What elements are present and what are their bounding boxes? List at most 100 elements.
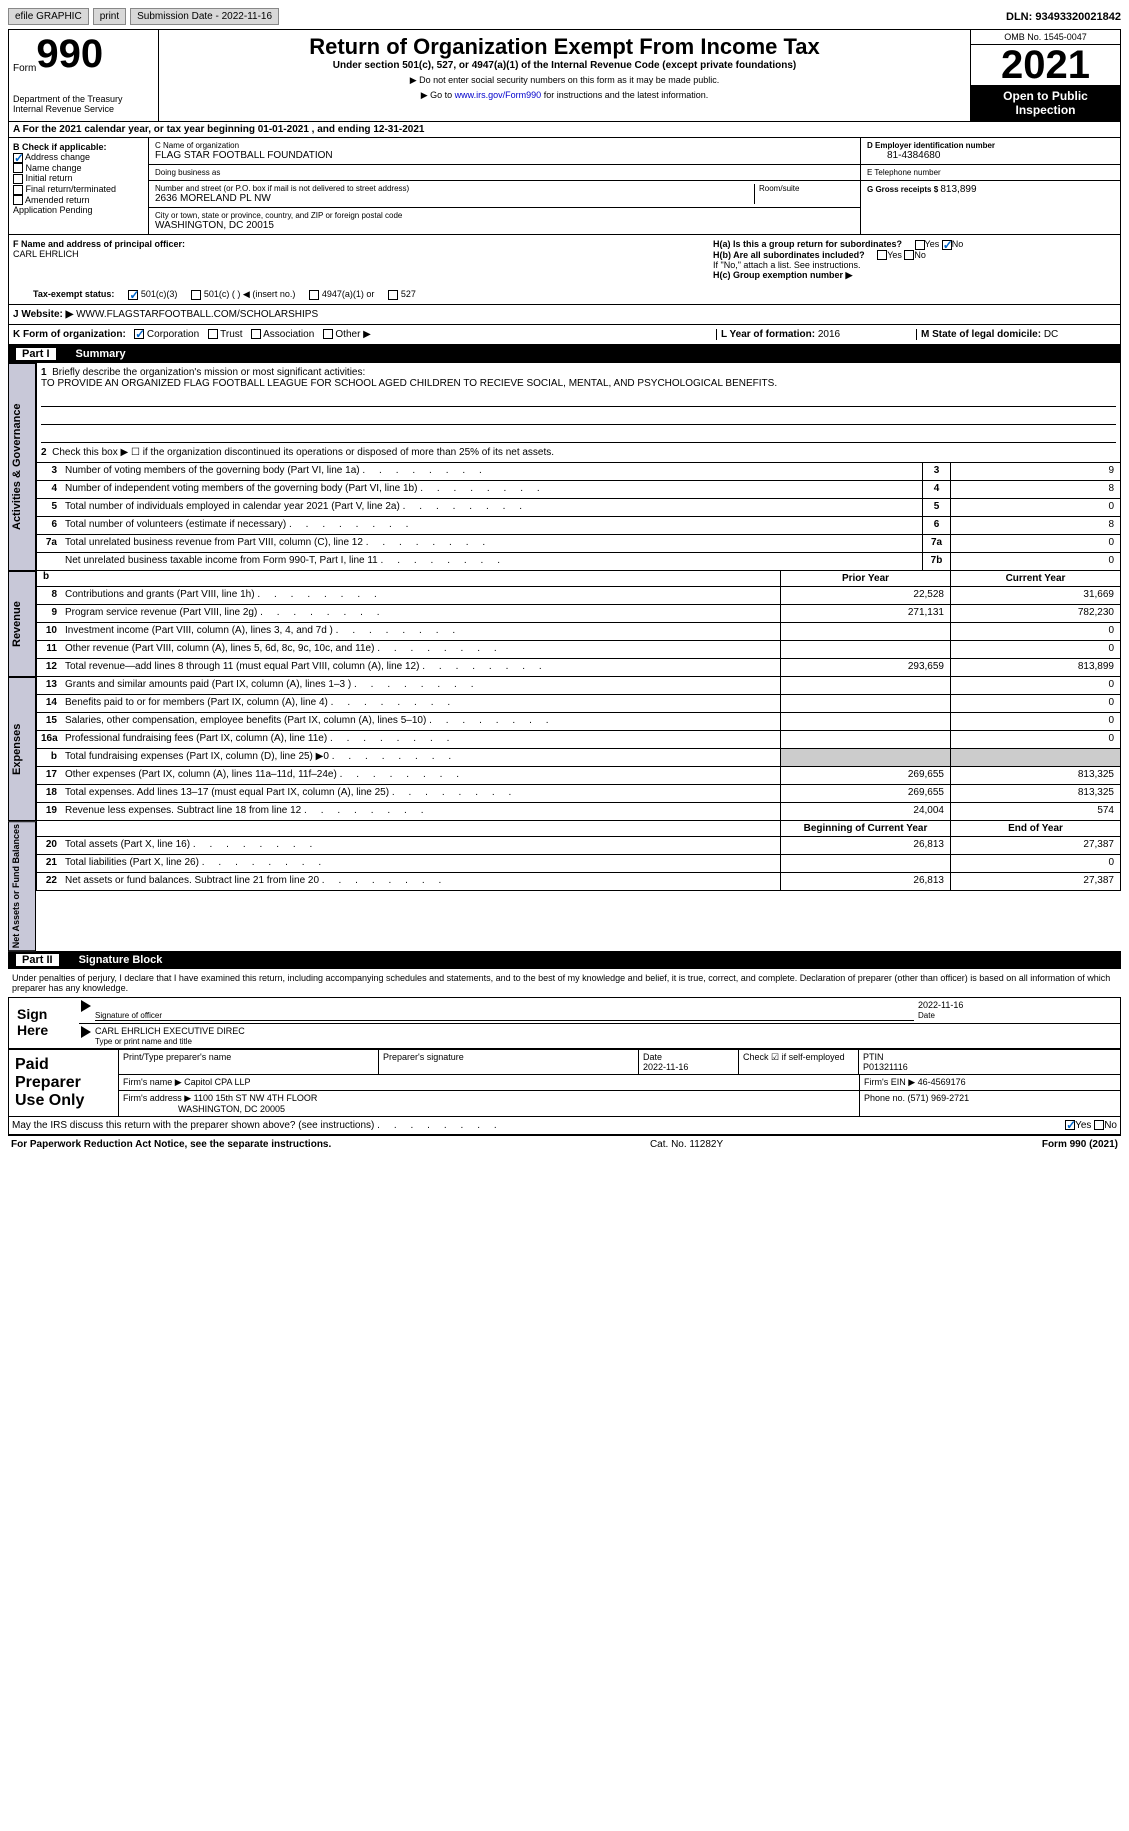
footer-catno: Cat. No. 11282Y [650,1139,723,1150]
table-row: 5Total number of individuals employed in… [36,499,1121,517]
chk-initial-return[interactable] [13,174,23,184]
part-2-header: Part II Signature Block [8,951,1121,969]
print-button[interactable]: print [93,8,126,25]
table-row: 20Total assets (Part X, line 16)26,81327… [36,837,1121,855]
firm-ein: 46-4569176 [918,1077,966,1087]
self-employed-chk[interactable]: Check ☑ if self-employed [743,1052,845,1062]
firm-addr2: WASHINGTON, DC 20005 [178,1104,285,1114]
sig-officer-label: Signature of officer [95,1011,162,1020]
header-title: Return of Organization Exempt From Incom… [159,30,970,121]
table-row: 15Salaries, other compensation, employee… [36,713,1121,731]
form-number: 990 [36,34,103,74]
side-revenue: Revenue [8,571,36,677]
chk-corp[interactable] [134,329,144,339]
chk-may-no[interactable] [1094,1120,1104,1130]
table-row: Net unrelated business taxable income fr… [36,553,1121,571]
room-label: Room/suite [759,184,854,193]
col-f: F Name and address of principal officer:… [9,235,709,304]
chk-assoc[interactable] [251,329,261,339]
side-net-assets: Net Assets or Fund Balances [8,821,36,951]
city-label: City or town, state or province, country… [155,211,854,220]
table-row: 12Total revenue—add lines 8 through 11 (… [36,659,1121,677]
sign-here: Sign Here [9,998,79,1048]
footer-form: Form 990 (2021) [1042,1139,1118,1150]
org-name: FLAG STAR FOOTBALL FOUNDATION [155,150,854,161]
chk-501c[interactable] [191,290,201,300]
sig-date: 2022-11-16 [918,1000,963,1010]
mission-text: TO PROVIDE AN ORGANIZED FLAG FOOTBALL LE… [41,378,777,389]
chk-527[interactable] [388,290,398,300]
col-c: C Name of organization FLAG STAR FOOTBAL… [149,138,860,234]
header-right: OMB No. 1545-0047 2021 Open to Public In… [970,30,1120,121]
form-word: Form [13,63,36,74]
dept-treasury: Department of the Treasury [13,94,154,104]
efile-button[interactable]: efile GRAPHIC [8,8,89,25]
dba-label: Doing business as [155,168,854,177]
part-1-header: Part I Summary [8,345,1121,363]
table-row: 6Total number of volunteers (estimate if… [36,517,1121,535]
table-row: 18Total expenses. Add lines 13–17 (must … [36,785,1121,803]
hdr-prior-year: Prior Year [780,571,950,586]
chk-trust[interactable] [208,329,218,339]
chk-address-change[interactable] [13,153,23,163]
penalty-text: Under penalties of perjury, I declare th… [8,969,1121,997]
tax-exempt-label: Tax-exempt status: [33,289,114,300]
tax-year: 2021 [971,45,1120,85]
city-value: WASHINGTON, DC 20015 [155,220,854,231]
note-ssn: ▶ Do not enter social security numbers o… [163,75,966,86]
chk-501c3[interactable] [128,290,138,300]
form-title: Return of Organization Exempt From Incom… [163,34,966,60]
firm-addr1: 1100 15th ST NW 4TH FLOOR [194,1093,318,1103]
chk-hb-no[interactable] [904,250,914,260]
gross-label: G Gross receipts $ [867,185,940,194]
chk-ha-yes[interactable] [915,240,925,250]
chk-amended[interactable] [13,195,23,205]
row-a: A For the 2021 calendar year, or tax yea… [8,122,1121,138]
may-discuss: May the IRS discuss this return with the… [8,1117,1121,1135]
website-url[interactable]: WWW.FLAGSTARFOOTBALL.COM/SCHOLARSHIPS [76,309,318,320]
table-row: 19Revenue less expenses. Subtract line 1… [36,803,1121,821]
addr-value: 2636 MORELAND PL NW [155,193,754,204]
col-d: D Employer identification number 81-4384… [860,138,1120,234]
ptin-value: P01321116 [863,1062,908,1072]
arrow-icon [81,1026,91,1038]
table-row: 8Contributions and grants (Part VIII, li… [36,587,1121,605]
side-expenses: Expenses [8,677,36,821]
table-row: 9Program service revenue (Part VIII, lin… [36,605,1121,623]
chk-hb-yes[interactable] [877,250,887,260]
state-domicile: DC [1044,329,1058,340]
table-row: 7aTotal unrelated business revenue from … [36,535,1121,553]
header-left: Form 990 Department of the Treasury Inte… [9,30,159,121]
chk-name-change[interactable] [13,163,23,173]
chk-ha-no[interactable] [942,240,952,250]
topbar: efile GRAPHIC print Submission Date - 20… [8,8,1121,25]
footer-notice: For Paperwork Reduction Act Notice, see … [11,1139,331,1150]
year-formation: 2016 [818,329,840,340]
chk-may-yes[interactable] [1065,1120,1075,1130]
col-h: H(a) Is this a group return for subordin… [709,235,1120,304]
table-row: 14Benefits paid to or for members (Part … [36,695,1121,713]
chk-final-return[interactable] [13,185,23,195]
hdr-end-year: End of Year [950,821,1120,836]
gross-value: 813,899 [940,184,976,195]
firm-name: Capitol CPA LLP [184,1077,250,1087]
footer: For Paperwork Reduction Act Notice, see … [8,1135,1121,1153]
hdr-current-year: Current Year [950,571,1120,586]
irs-link[interactable]: www.irs.gov/Form990 [455,90,542,100]
side-governance: Activities & Governance [8,363,36,571]
chk-other[interactable] [323,329,333,339]
col-b: B Check if applicable: Address change Na… [9,138,149,234]
paid-preparer-title: Paid Preparer Use Only [9,1050,119,1116]
ein-value: 81-4384680 [867,150,1114,161]
table-row: 17Other expenses (Part IX, column (A), l… [36,767,1121,785]
table-row: 10Investment income (Part VIII, column (… [36,623,1121,641]
table-row: 22Net assets or fund balances. Subtract … [36,873,1121,891]
tel-label: E Telephone number [867,168,1114,177]
prep-date: 2022-11-16 [643,1062,688,1072]
chk-4947[interactable] [309,290,319,300]
preparer-name-label: Print/Type preparer's name [123,1052,231,1062]
table-row: 4Number of independent voting members of… [36,481,1121,499]
arrow-icon [81,1000,91,1012]
org-name-label: C Name of organization [155,141,854,150]
table-row: 16aProfessional fundraising fees (Part I… [36,731,1121,749]
